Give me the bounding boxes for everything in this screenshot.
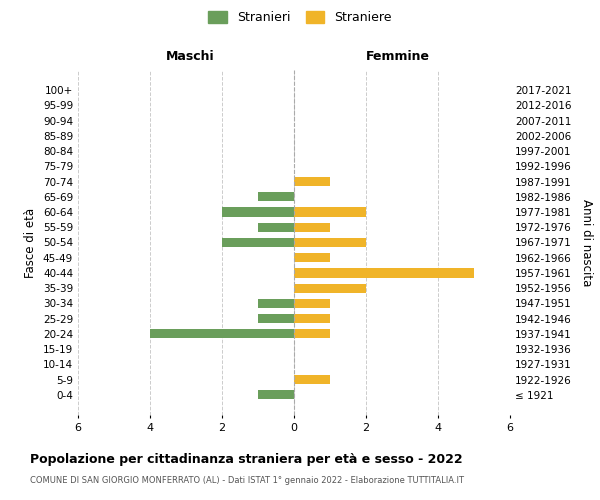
Bar: [294, 299, 330, 308]
Text: Popolazione per cittadinanza straniera per età e sesso - 2022: Popolazione per cittadinanza straniera p…: [30, 452, 463, 466]
Bar: [294, 238, 366, 247]
Bar: [294, 177, 330, 186]
Bar: [294, 268, 474, 278]
Bar: [294, 253, 330, 262]
Bar: [294, 284, 366, 292]
Bar: [222, 208, 294, 216]
Bar: [222, 238, 294, 247]
Bar: [258, 299, 294, 308]
Bar: [258, 314, 294, 323]
Y-axis label: Fasce di età: Fasce di età: [25, 208, 37, 278]
Bar: [294, 375, 330, 384]
Bar: [294, 314, 330, 323]
Bar: [294, 330, 330, 338]
Text: Femmine: Femmine: [365, 50, 430, 63]
Legend: Stranieri, Straniere: Stranieri, Straniere: [203, 6, 397, 29]
Bar: [294, 208, 366, 216]
Text: Maschi: Maschi: [166, 50, 215, 63]
Text: COMUNE DI SAN GIORGIO MONFERRATO (AL) - Dati ISTAT 1° gennaio 2022 - Elaborazion: COMUNE DI SAN GIORGIO MONFERRATO (AL) - …: [30, 476, 464, 485]
Bar: [150, 330, 294, 338]
Bar: [258, 390, 294, 400]
Bar: [258, 222, 294, 232]
Bar: [258, 192, 294, 202]
Bar: [294, 222, 330, 232]
Y-axis label: Anni di nascita: Anni di nascita: [580, 199, 593, 286]
